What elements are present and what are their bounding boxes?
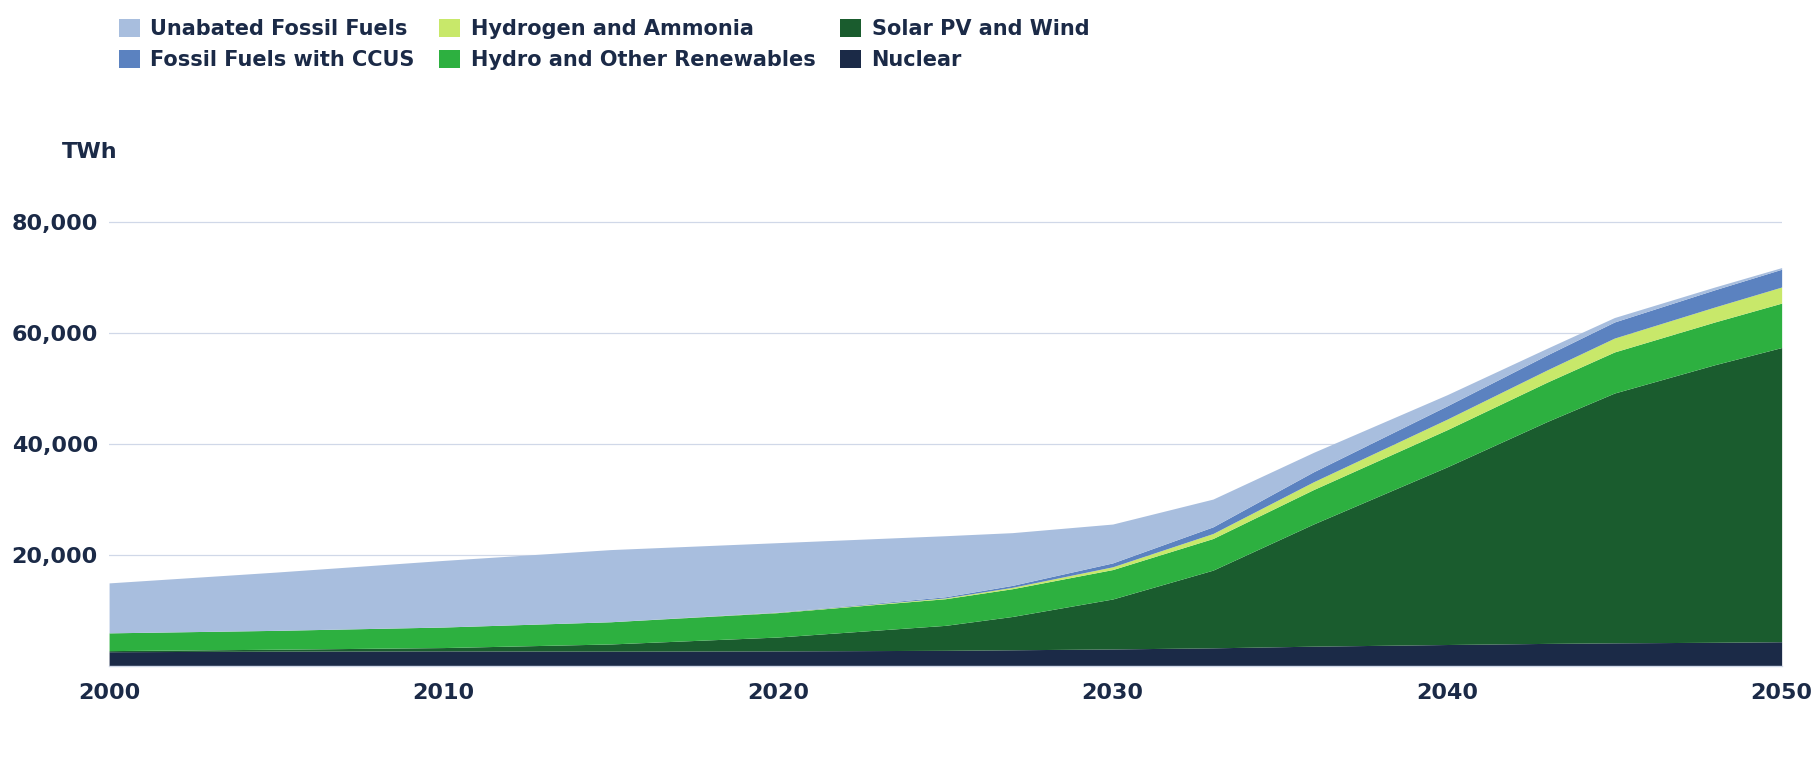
Legend: Unabated Fossil Fuels, Fossil Fuels with CCUS, Hydrogen and Ammonia, Hydro and O: Unabated Fossil Fuels, Fossil Fuels with… [111, 11, 1098, 79]
Text: TWh: TWh [62, 142, 118, 161]
